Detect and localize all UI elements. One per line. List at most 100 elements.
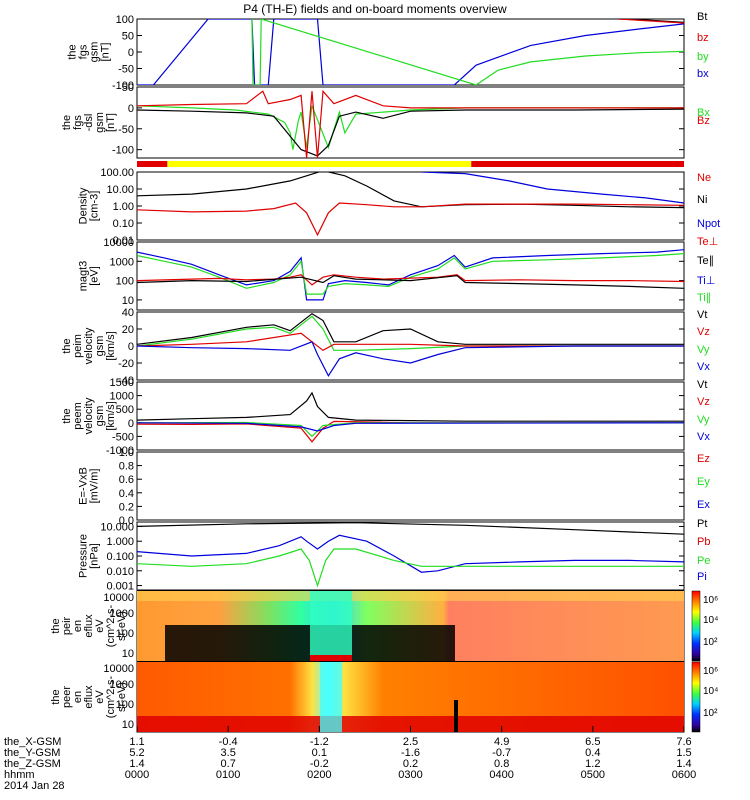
x-tick-label: 1.5 xyxy=(676,747,691,759)
colorbar-label: 10⁴ xyxy=(703,615,718,626)
y-tick-label: 0.10 xyxy=(113,218,134,230)
panel-frame xyxy=(136,241,685,311)
y-tick-label: 50 xyxy=(122,82,134,94)
y-tick-label: 0.001 xyxy=(106,581,134,593)
peir-spectrogram-top-band xyxy=(137,591,684,601)
x-tick-label: 0200 xyxy=(307,769,331,781)
x-tick-label: 0300 xyxy=(398,769,422,781)
series-black-line xyxy=(137,108,684,157)
panel-fgs: -100 -50 0 50 100 Bt bz by bx thefgsgsm[nT] xyxy=(67,11,710,92)
panel-efield: 0.0 0.20.4 0.60.8 1.0 Ez Ey Ex E=-VxB[mV/m] xyxy=(78,447,711,527)
panel-frame xyxy=(136,86,685,159)
legend-green: Vy xyxy=(697,414,710,426)
y-tick-label: 10.00 xyxy=(106,184,134,196)
series-blue-line xyxy=(137,534,684,573)
series-blue-line xyxy=(137,341,684,377)
y-tick-label: 100 xyxy=(116,628,134,640)
legend-red: Ne xyxy=(697,172,711,184)
y-axis-label-line: (cm^2-s- xyxy=(105,675,117,718)
y-tick-label: 1000 xyxy=(110,679,134,691)
y-axis-label-line: peir xyxy=(61,616,73,635)
x-tick-label: 1.1 xyxy=(129,736,144,748)
y-tick-label: 1500 xyxy=(110,377,134,389)
legend-red: Vz xyxy=(697,326,710,338)
colorbar-label: 10² xyxy=(703,637,718,648)
series-red-line xyxy=(137,420,684,443)
x-row-label: the_X-GSM xyxy=(4,736,61,748)
legend-black: Vt xyxy=(697,379,707,391)
series-blue-line xyxy=(137,249,684,301)
legend-blue: Vx xyxy=(697,431,710,443)
y-tick-label: 1000 xyxy=(110,256,134,268)
x-tick-label: 6.5 xyxy=(585,736,600,748)
series-green-line xyxy=(137,253,684,295)
peer-spectrogram-bottom-band xyxy=(137,716,684,732)
x-tick-label: 0.8 xyxy=(494,758,509,770)
y-axis-label-line: the xyxy=(61,338,73,353)
y-axis-label: thefgsgsm[nT] xyxy=(67,42,112,63)
x-axis: the_X-GSM 1.1 -0.4 -1.2 2.5 4.9 6.5 7.6 the_Y-GS… xyxy=(4,726,696,792)
panel-temperature: 10 100 1000 10000 Te⊥ Te∥ Ti⊥ Ti∥ magt3[eV] xyxy=(78,236,718,311)
legend-black: Pt xyxy=(697,518,707,530)
y-axis-label-line: gsm xyxy=(94,406,106,427)
series-black-line xyxy=(137,522,684,535)
series-green-line xyxy=(137,315,684,351)
y-axis-label-line: peem xyxy=(72,402,84,430)
y-axis-label-line: sr-eV) xyxy=(116,611,128,641)
x-tick-label: 4.9 xyxy=(494,736,509,748)
panel-frame xyxy=(136,381,685,451)
panel-frame xyxy=(136,521,685,591)
y-axis-label: thepeemvelocitygsm[km/s] xyxy=(61,397,117,434)
y-axis-label-line: (cm^2-s- xyxy=(105,604,117,647)
y-tick-label: 0 xyxy=(128,341,134,353)
x-tick-label: -1.6 xyxy=(401,747,420,759)
y-tick-label: 0.2 xyxy=(119,501,134,513)
series-black-line xyxy=(137,275,684,289)
panel-peer-en-eflux: 10 100 1000 10000 10² 10⁴ 10⁶ thepeerenefluxeV(… xyxy=(50,661,718,733)
y-tick-label: 1.0 xyxy=(119,447,134,459)
y-axis-label-line: [mV/m] xyxy=(89,469,101,504)
y-axis-label-line: Pressure xyxy=(78,534,90,578)
y-tick-label: 10.000 xyxy=(100,521,134,533)
legend-red: Te⊥ xyxy=(697,236,718,248)
y-axis-label-line: fgs xyxy=(72,115,84,130)
legend-black: Te∥ xyxy=(697,255,714,267)
y-tick-label: 40 xyxy=(122,307,134,319)
colorbar-label: 10⁶ xyxy=(703,666,718,677)
y-axis-label: Pressure[nPa] xyxy=(78,534,101,578)
legend-blue: Ti⊥ xyxy=(697,275,715,287)
x-tick-label: 7.6 xyxy=(676,736,691,748)
y-axis-label-line: gsm xyxy=(89,42,101,63)
peer-spectrogram-gap xyxy=(454,700,458,732)
y-tick-label: -500 xyxy=(112,431,134,443)
series-black-line xyxy=(137,312,684,345)
legend-blue: Ex xyxy=(697,499,710,511)
panel-frame xyxy=(136,18,685,86)
series-blue-line xyxy=(137,19,684,85)
y-axis-label-line: Density xyxy=(78,187,90,224)
y-tick-label: 1000 xyxy=(110,608,134,620)
y-axis-label-line: velocity xyxy=(83,397,95,434)
y-tick-label: 0.100 xyxy=(106,551,134,563)
y-tick-label: 10000 xyxy=(103,663,134,675)
x-tick-label: 0.7 xyxy=(221,758,236,770)
x-tick-label: 0400 xyxy=(489,769,513,781)
y-axis-label-line: [km/s] xyxy=(105,401,117,430)
y-tick-label: 0.0 xyxy=(119,515,134,527)
series-red-line xyxy=(137,274,684,286)
x-row-label: the_Y-GSM xyxy=(4,747,60,759)
x-tick-label: -0.2 xyxy=(310,758,329,770)
legend-red: Bz xyxy=(697,115,710,127)
y-tick-label: 20 xyxy=(122,324,134,336)
x-tick-label: -1.2 xyxy=(310,736,329,748)
x-tick-label: -0.4 xyxy=(219,736,238,748)
colorbar-label: 10² xyxy=(703,708,718,719)
y-axis-label: thepeirenefluxeV(cm^2-s-sr-eV) xyxy=(50,604,128,647)
y-tick-label: 0.4 xyxy=(119,488,134,500)
y-axis-label-line: [eV] xyxy=(89,266,101,286)
panel-frame xyxy=(136,451,685,521)
